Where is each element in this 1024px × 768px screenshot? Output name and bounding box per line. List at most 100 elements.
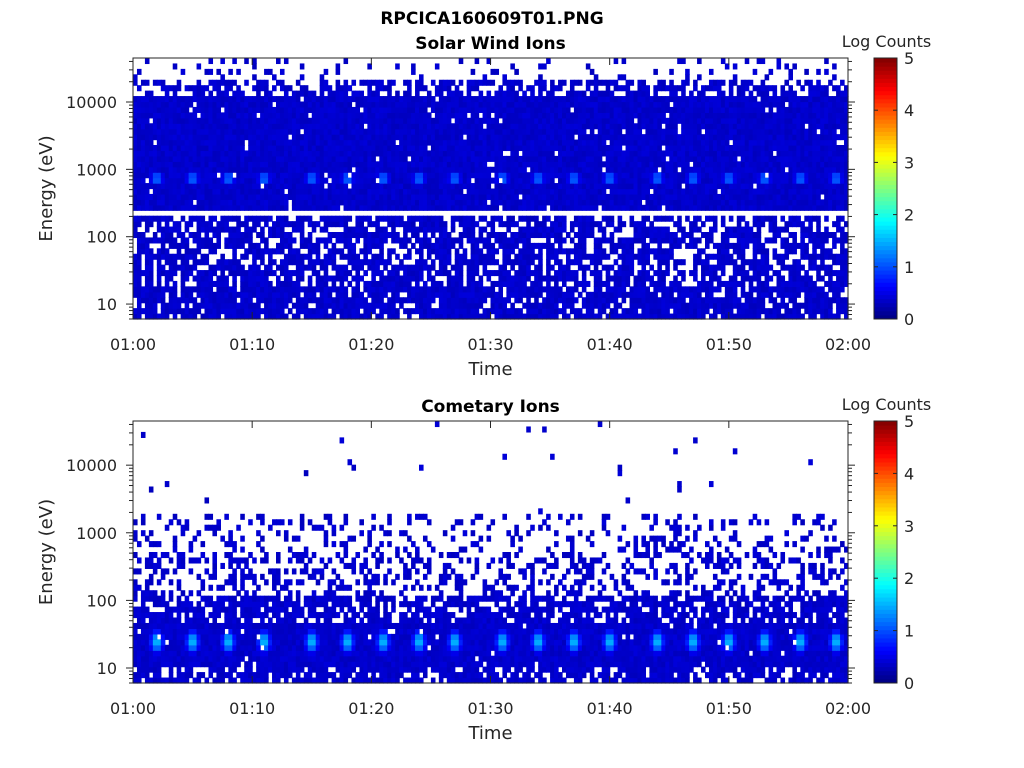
heatmap-cell bbox=[522, 193, 527, 200]
heatmap-cell bbox=[387, 166, 392, 173]
heatmap-cell bbox=[260, 161, 265, 168]
heatmap-cell bbox=[220, 204, 225, 211]
heatmap-cell bbox=[792, 188, 797, 195]
heatmap-cell bbox=[180, 313, 186, 320]
heatmap-cell bbox=[391, 221, 396, 228]
heatmap-cell bbox=[426, 297, 432, 304]
heatmap-cell bbox=[164, 177, 170, 184]
heatmap-cell bbox=[434, 161, 440, 168]
heatmap-cell bbox=[323, 308, 329, 315]
heatmap-cell bbox=[693, 308, 698, 315]
heatmap-cell bbox=[228, 172, 233, 179]
heatmap-cell bbox=[708, 199, 714, 206]
heatmap-cell bbox=[136, 172, 142, 179]
heatmap-cell bbox=[538, 134, 543, 141]
heatmap-cell bbox=[351, 297, 357, 304]
heatmap-cell bbox=[530, 313, 535, 320]
heatmap-cell bbox=[530, 172, 535, 179]
heatmap-cell bbox=[446, 291, 452, 298]
heatmap-cell bbox=[407, 183, 412, 190]
heatmap-cell bbox=[180, 166, 186, 173]
heatmap-cell bbox=[577, 248, 583, 255]
heatmap-cell bbox=[752, 297, 758, 304]
heatmap-cell bbox=[768, 183, 774, 190]
heatmap-cell bbox=[276, 183, 281, 190]
heatmap-cell bbox=[673, 232, 678, 239]
heatmap-cell bbox=[542, 242, 547, 249]
heatmap-cell bbox=[490, 286, 496, 293]
heatmap-cell bbox=[673, 150, 678, 157]
heatmap-cell bbox=[581, 183, 587, 190]
heatmap-cell bbox=[454, 166, 460, 173]
heatmap-cell bbox=[526, 242, 531, 249]
heatmap-cell bbox=[701, 248, 706, 255]
heatmap-cell bbox=[653, 280, 658, 287]
heatmap-cell bbox=[391, 166, 396, 173]
heatmap-cell bbox=[681, 270, 686, 277]
heatmap-cell bbox=[407, 204, 412, 211]
heatmap-cell bbox=[816, 188, 821, 195]
heatmap-cell bbox=[661, 134, 666, 141]
heatmap-cell bbox=[319, 275, 325, 282]
heatmap-cell bbox=[577, 172, 583, 179]
heatmap-cell bbox=[689, 183, 694, 190]
heatmap-cell bbox=[569, 161, 575, 168]
heatmap-cell bbox=[220, 172, 225, 179]
heatmap-cell bbox=[538, 291, 543, 298]
heatmap-cell bbox=[569, 150, 575, 157]
heatmap-cell bbox=[681, 188, 686, 195]
heatmap-cell bbox=[450, 204, 456, 211]
heatmap-cell bbox=[272, 313, 277, 320]
heatmap-cell bbox=[597, 237, 603, 244]
heatmap-cell bbox=[419, 166, 424, 173]
heatmap-cell bbox=[788, 183, 793, 190]
heatmap-cell bbox=[744, 308, 750, 315]
heatmap-cell bbox=[371, 199, 376, 206]
heatmap-cell bbox=[780, 313, 786, 320]
heatmap-cell bbox=[744, 232, 750, 239]
heatmap-cell bbox=[311, 286, 317, 293]
heatmap-cell bbox=[339, 199, 345, 206]
heatmap-cell bbox=[554, 161, 559, 168]
heatmap-cell bbox=[609, 242, 615, 249]
heatmap-cell bbox=[367, 172, 372, 179]
heatmap-cell bbox=[669, 155, 674, 162]
heatmap-cell bbox=[180, 177, 186, 184]
heatmap-cell bbox=[720, 161, 726, 168]
heatmap-cell bbox=[184, 275, 190, 282]
heatmap-cell bbox=[478, 150, 484, 157]
heatmap-cell bbox=[776, 291, 782, 298]
heatmap-cell bbox=[518, 275, 523, 282]
heatmap-cell bbox=[383, 291, 388, 298]
heatmap-cell bbox=[554, 155, 559, 162]
heatmap-cell bbox=[240, 313, 245, 320]
heatmap-cell bbox=[407, 313, 412, 320]
heatmap-cell bbox=[641, 242, 647, 249]
heatmap-cell bbox=[629, 161, 635, 168]
heatmap-cell bbox=[339, 139, 345, 146]
heatmap-cell bbox=[283, 193, 289, 200]
heatmap-cell bbox=[550, 199, 555, 206]
heatmap-cell bbox=[240, 302, 245, 309]
heatmap-cell bbox=[379, 204, 384, 211]
heatmap-cell bbox=[454, 215, 460, 222]
heatmap-cell bbox=[232, 161, 237, 168]
heatmap-cell bbox=[462, 226, 468, 233]
heatmap-cell bbox=[744, 221, 750, 228]
heatmap-cell bbox=[784, 221, 790, 228]
heatmap-cell bbox=[788, 280, 793, 287]
heatmap-cell bbox=[649, 232, 654, 239]
heatmap-cell bbox=[343, 237, 349, 244]
heatmap-cell bbox=[323, 166, 329, 173]
heatmap-cell bbox=[784, 291, 790, 298]
heatmap-cell bbox=[264, 145, 269, 152]
heatmap-cell bbox=[287, 259, 293, 266]
heatmap-cell bbox=[661, 286, 666, 293]
heatmap-cell bbox=[407, 237, 412, 244]
heatmap-cell bbox=[538, 204, 543, 211]
heatmap-cell bbox=[494, 134, 500, 141]
heatmap-cell bbox=[176, 199, 182, 206]
heatmap-cell bbox=[136, 232, 142, 239]
heatmap-cell bbox=[343, 134, 349, 141]
heatmap-cell bbox=[462, 308, 468, 315]
